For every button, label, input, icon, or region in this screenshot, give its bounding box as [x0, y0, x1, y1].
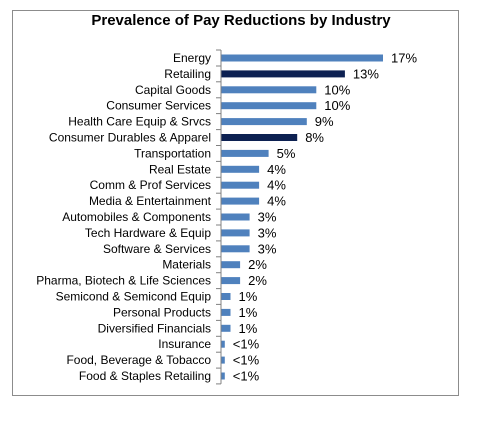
value-label: 2% — [248, 257, 267, 272]
bar — [221, 197, 260, 205]
value-label: 17% — [391, 51, 417, 66]
category-label: Energy — [173, 51, 211, 65]
bar — [221, 261, 241, 269]
value-label: 13% — [353, 66, 379, 81]
bar — [221, 308, 231, 316]
value-label: 5% — [277, 146, 296, 161]
bar — [221, 340, 225, 348]
category-label: Media & Entertainment — [89, 194, 212, 208]
value-label: 1% — [239, 305, 258, 320]
bar — [221, 86, 317, 94]
category-label: Automobiles & Components — [62, 210, 211, 224]
bar — [221, 293, 231, 300]
category-label: Comm & Prof Services — [90, 178, 211, 192]
value-label: 8% — [305, 130, 324, 145]
bar — [221, 149, 269, 157]
bar — [221, 324, 231, 332]
value-label: 1% — [239, 289, 258, 304]
category-label: Food, Beverage & Tobacco — [66, 353, 211, 367]
category-label: Semicond & Semicond Equip — [56, 290, 212, 304]
category-label: Consumer Durables & Apparel — [49, 131, 211, 145]
bar — [221, 118, 307, 126]
value-label: <1% — [233, 337, 260, 352]
category-label: Retailing — [164, 67, 211, 81]
bar — [221, 356, 225, 364]
value-label: 2% — [248, 273, 267, 288]
value-label: 3% — [258, 225, 277, 240]
category-label: Health Care Equip & Srvcs — [68, 115, 211, 129]
value-label: 3% — [258, 241, 277, 256]
bar — [221, 134, 298, 141]
category-label: Capital Goods — [135, 83, 211, 97]
value-label: 10% — [324, 82, 350, 97]
category-label: Consumer Services — [106, 99, 211, 113]
category-label: Pharma, Biotech & Life Sciences — [36, 274, 211, 288]
category-label: Real Estate — [149, 162, 211, 176]
bar — [221, 181, 260, 189]
bar — [221, 372, 225, 380]
value-label: <1% — [233, 369, 260, 384]
value-label: 10% — [324, 98, 350, 113]
bar — [221, 277, 241, 285]
bar — [221, 245, 250, 253]
bar — [221, 70, 345, 78]
category-label: Personal Products — [113, 305, 211, 319]
bar — [221, 213, 250, 221]
value-label: 4% — [267, 162, 286, 177]
chart-title: Prevalence of Pay Reductions by Industry — [91, 12, 391, 29]
bar — [221, 54, 383, 62]
value-label: 3% — [258, 210, 277, 225]
value-label: <1% — [233, 353, 260, 368]
bar — [221, 229, 250, 237]
category-label: Software & Services — [103, 242, 211, 256]
category-label: Tech Hardware & Equip — [85, 226, 211, 240]
category-label: Materials — [162, 258, 211, 272]
value-label: 4% — [267, 178, 286, 193]
value-label: 1% — [239, 321, 258, 336]
category-label: Insurance — [158, 337, 211, 351]
value-label: 4% — [267, 194, 286, 209]
value-label: 9% — [315, 114, 334, 129]
category-label: Transportation — [134, 146, 211, 160]
bar — [221, 165, 260, 173]
category-label: Food & Staples Retailing — [79, 369, 211, 383]
bar — [221, 102, 317, 110]
category-label: Diversified Financials — [98, 321, 211, 335]
